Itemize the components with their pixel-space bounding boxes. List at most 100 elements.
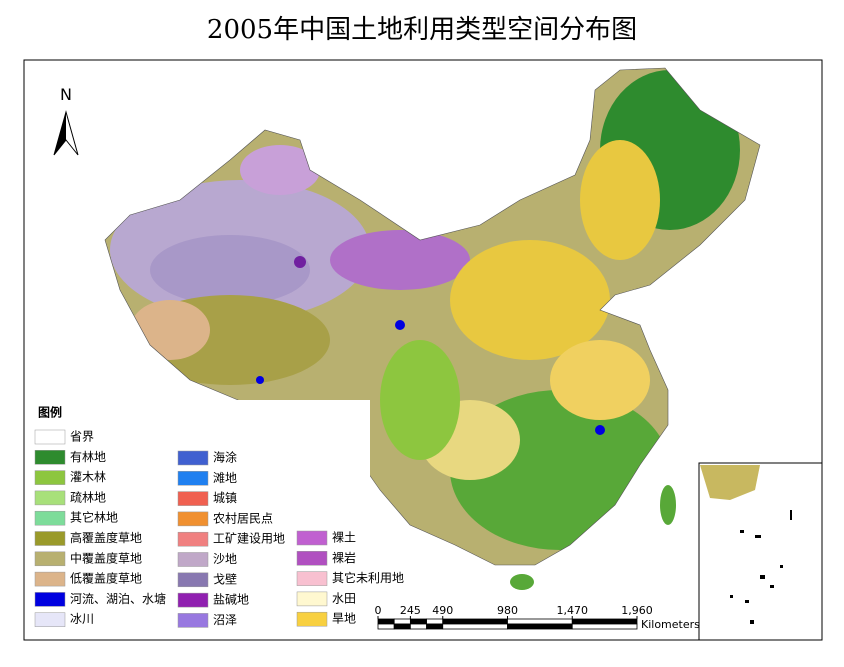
- legend-swatch: [296, 530, 328, 546]
- scale-label: 980: [497, 604, 518, 617]
- legend-swatch: [177, 511, 209, 527]
- legend-label: 冰川: [70, 612, 94, 626]
- legend-swatch: [34, 551, 66, 567]
- scale-segment: [393, 623, 411, 630]
- map-region: [256, 376, 264, 384]
- legend-label: 省界: [70, 430, 94, 444]
- map-region: [580, 140, 660, 260]
- legend-label: 裸岩: [332, 550, 356, 565]
- scale-segment: [507, 623, 573, 630]
- map-title: 2005年中国土地利用类型空间分布图: [207, 15, 637, 45]
- legend-label: 灌木林: [70, 470, 106, 484]
- map-region: [380, 340, 460, 460]
- legend-swatch: [296, 591, 328, 607]
- scale-unit: Kilometers: [641, 618, 700, 631]
- scale-segment: [393, 618, 411, 625]
- map-region: [395, 320, 405, 330]
- legend-swatch: [177, 450, 209, 466]
- map-region: [740, 530, 744, 533]
- map-region: [755, 535, 761, 538]
- legend-label: 沙地: [213, 552, 237, 566]
- scale-segment: [442, 618, 508, 625]
- legend-swatch: [177, 552, 209, 567]
- legend-label: 其它林地: [70, 510, 118, 525]
- map-region: [595, 425, 605, 435]
- scale-label: 1,470: [557, 604, 589, 617]
- scale-segment: [377, 623, 395, 630]
- map-region: [760, 575, 765, 579]
- hainan: [510, 574, 534, 590]
- legend-label: 有林地: [70, 450, 106, 464]
- legend-swatch: [296, 551, 328, 566]
- inset-land: [700, 465, 760, 500]
- legend-swatch: [177, 592, 209, 608]
- scale-segment: [409, 618, 427, 625]
- legend-label: 河流、湖泊、水塘: [70, 591, 166, 606]
- legend-swatch: [296, 571, 328, 586]
- map-region: [294, 256, 306, 268]
- map-region: [745, 600, 749, 603]
- legend: 图例 省界有林地灌木林疏林地其它林地高覆盖度草地中覆盖度草地低覆盖度草地河流、湖…: [28, 400, 404, 636]
- legend-label: 盐碱地: [213, 593, 249, 607]
- legend-swatch: [34, 490, 66, 506]
- scale-segment: [426, 618, 444, 625]
- legend-swatch: [296, 611, 328, 627]
- legend-swatch: [34, 571, 66, 587]
- north-arrow-half: [54, 112, 66, 155]
- inset-frame: [698, 462, 823, 641]
- scale-segment: [571, 618, 638, 625]
- map-region: [150, 235, 310, 305]
- legend-label: 疏林地: [70, 489, 106, 504]
- scale-label: 245: [400, 604, 421, 617]
- scale-segment: [409, 623, 427, 630]
- legend-label: 城镇: [213, 491, 237, 505]
- legend-swatch: [177, 572, 209, 588]
- legend-label: 沼泽: [213, 613, 237, 627]
- scale-segment: [571, 623, 638, 630]
- map-region: [790, 510, 792, 520]
- legend-label: 裸土: [332, 530, 356, 545]
- map-region: [780, 565, 783, 568]
- map-region: [730, 595, 733, 598]
- legend-swatch: [34, 450, 66, 465]
- map-region: [550, 340, 650, 420]
- map-region: [750, 620, 754, 624]
- legend-swatch: [177, 471, 209, 486]
- legend-label: 农村居民点: [213, 511, 273, 525]
- scale-segment: [507, 618, 573, 625]
- map-region: [240, 145, 320, 195]
- legend-swatch: [34, 531, 66, 546]
- taiwan: [660, 485, 676, 525]
- legend-swatch: [34, 429, 66, 445]
- legend-swatch: [177, 491, 209, 506]
- legend-title: 图例: [38, 405, 62, 420]
- legend-swatch: [34, 592, 66, 607]
- legend-swatch: [34, 612, 66, 627]
- legend-label: 水田: [332, 591, 356, 605]
- legend-label: 中覆盖度草地: [70, 550, 142, 565]
- legend-label: 海涂: [213, 450, 237, 465]
- map-region: [770, 585, 774, 588]
- legend-swatch: [177, 613, 209, 628]
- scale-label: 0: [375, 604, 382, 617]
- legend-swatch: [177, 531, 209, 547]
- scale-segment: [442, 623, 508, 630]
- legend-swatch: [34, 470, 66, 485]
- inset-islands: [730, 510, 792, 624]
- legend-label: 低覆盖度草地: [70, 571, 142, 586]
- scale-segment: [377, 618, 395, 625]
- legend-label: 工矿建设用地: [213, 532, 285, 546]
- legend-label: 戈壁: [213, 571, 237, 586]
- legend-label: 滩地: [213, 471, 237, 485]
- legend-label: 旱地: [332, 612, 356, 626]
- legend-swatch: [34, 510, 66, 526]
- map-region: [450, 240, 610, 360]
- map-region: [330, 230, 470, 290]
- scale-label: 490: [432, 604, 453, 617]
- legend-label: 其它未利用地: [332, 570, 404, 585]
- legend-label: 高覆盖度草地: [70, 530, 142, 545]
- scale-segment: [426, 623, 444, 630]
- north-label: N: [60, 85, 72, 104]
